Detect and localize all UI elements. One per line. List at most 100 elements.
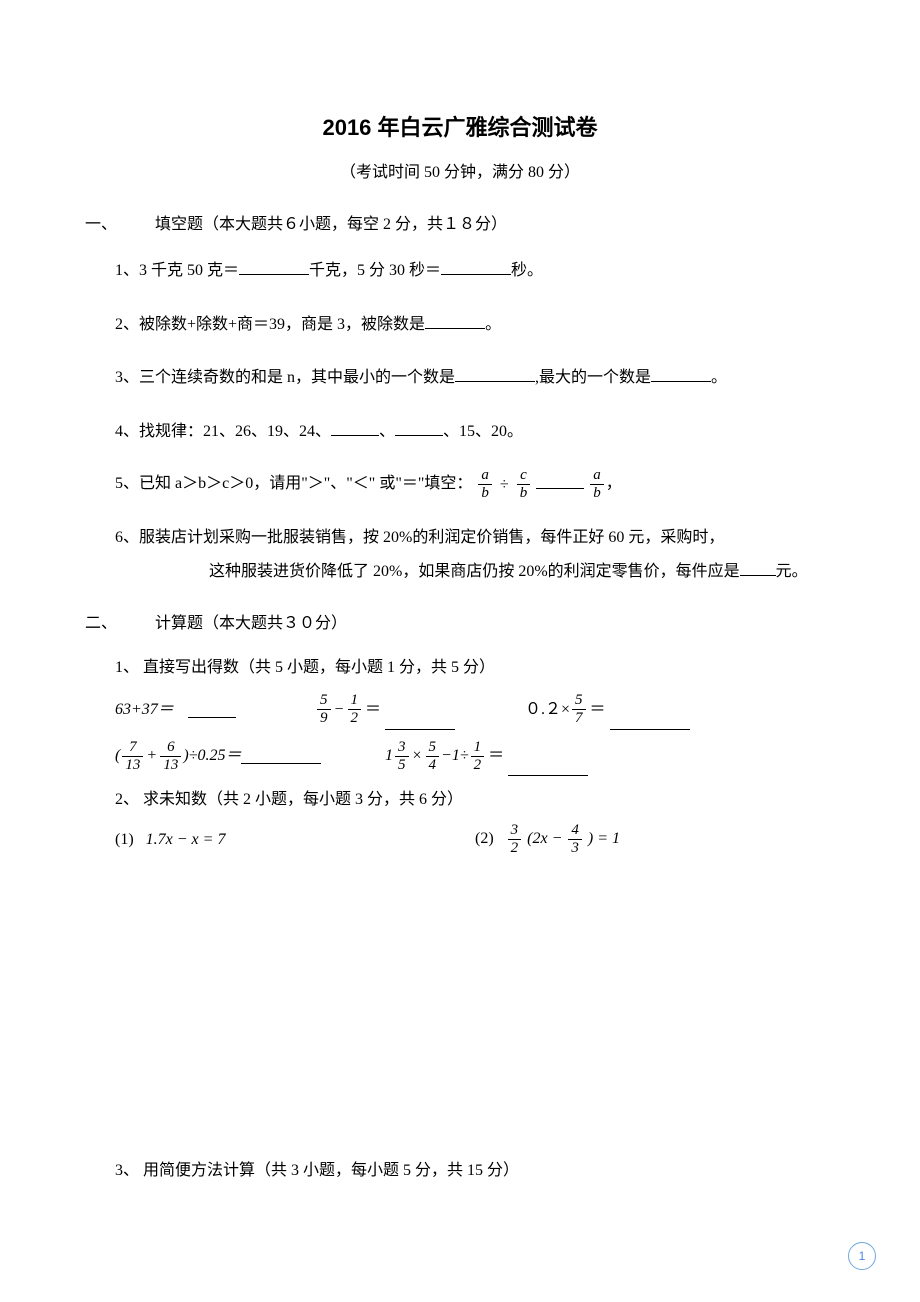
q5-frac-2-num: c <box>517 468 531 485</box>
calc-r2c2-pre: 1 <box>385 737 393 775</box>
section-a-title: 填空题（本大题共６小题，每空 2 分，共１８分） <box>155 210 507 234</box>
calc-r2c2-d3: 2 <box>471 757 485 773</box>
q5-end: ， <box>606 476 622 493</box>
section-b-title: 计算题（本大题共３０分） <box>155 609 347 633</box>
calc-r1c2-d2: 2 <box>348 710 362 726</box>
q2-text-b: 。 <box>485 316 501 333</box>
calc-r2c2-n2: 5 <box>426 740 440 757</box>
section-a-num: 一、 <box>85 210 155 234</box>
calc-r2c2-n3: 1 <box>471 740 485 757</box>
calc-r2c2-op1: × <box>411 737 424 775</box>
calc-r2c2-f3: 1 2 <box>471 740 485 773</box>
calc-r1c2-f2: 1 2 <box>348 693 362 726</box>
equations-row: (1) 1.7x − x = 7 (2) 3 2 (2x − 4 3 ) = 1 <box>115 823 835 856</box>
q5-frac-1-den: b <box>478 485 492 501</box>
calc-r1c1: 63+37＝ <box>115 691 174 729</box>
calc-r1c3-blank[interactable] <box>610 714 690 730</box>
exam-title: 2016 年白云广雅综合测试卷 <box>85 110 835 142</box>
q5-frac-1-num: a <box>478 468 492 485</box>
calc-r2c2-d2: 4 <box>426 757 440 773</box>
q5-blank[interactable] <box>536 473 584 489</box>
calc-r2c1-d1: 13 <box>122 757 143 773</box>
calc-r2c1-f1: 7 13 <box>122 740 143 773</box>
section-b-num: 二、 <box>85 609 155 633</box>
exam-subtitle: （考试时间 50 分钟，满分 80 分） <box>85 158 835 182</box>
q3-text-a: 3、三个连续奇数的和是 n，其中最小的一个数是 <box>115 369 455 386</box>
q3-blank-1[interactable] <box>455 366 535 382</box>
calc-r2c2-d1: 5 <box>395 757 409 773</box>
calc-r1c3-eq: ＝ <box>588 691 608 729</box>
eq2-n2: 4 <box>568 823 582 840</box>
sub-3-header: 3、 用简便方法计算（共 3 小题，每小题 5 分，共 15 分） <box>115 1156 835 1180</box>
q5-frac-2-den: b <box>517 485 531 501</box>
calc-r2c1-f2: 6 13 <box>160 740 181 773</box>
calc-r2c1-lp: ( <box>115 737 120 775</box>
sub-1-header: 1、 直接写出得数（共 5 小题，每小题 1 分，共 5 分） <box>115 653 835 677</box>
page-number: 1 <box>859 1249 866 1263</box>
calc-r2c2-n1: 3 <box>395 740 409 757</box>
q6-text-a: 6、服装店计划采购一批服装销售，按 20%的利润定价销售，每件正好 60 元，采… <box>115 529 724 546</box>
calc-r2c1-n1: 7 <box>122 740 143 757</box>
question-5: 5、已知 a＞b＞c＞0，请用"＞"、"＜" 或"＝"填空： a b ÷ c b… <box>115 468 835 501</box>
calc-r2c1-op: + <box>145 737 158 775</box>
calc-r1c2-eq: ＝ <box>363 691 383 729</box>
question-3: 3、三个连续奇数的和是 n，其中最小的一个数是 ,最大的一个数是 。 <box>115 361 835 395</box>
q1-text-b: 千克，5 分 30 秒＝ <box>309 262 441 279</box>
q1-blank-1[interactable] <box>239 259 309 275</box>
q5-text-a: 5、已知 a＞b＞c＞0，请用"＞"、"＜" 或"＝"填空： <box>115 476 472 493</box>
q5-frac-3: a b <box>590 468 604 501</box>
calc-r1c2-f1: 5 9 <box>317 693 331 726</box>
calc-r2c2-f1: 3 5 <box>395 740 409 773</box>
eq2-d2: 3 <box>568 840 582 856</box>
calc-r2c1-n2: 6 <box>160 740 181 757</box>
q3-text-b: ,最大的一个数是 <box>535 369 651 386</box>
calc-r2c1-d2: 13 <box>160 757 181 773</box>
calc-r2c1-blank[interactable] <box>241 748 321 764</box>
calc-r1c3-den: 7 <box>572 710 586 726</box>
q1-blank-2[interactable] <box>441 259 511 275</box>
eq1-label: (1) <box>115 831 134 848</box>
calc-r1c3-pre: ０.２× <box>525 691 570 729</box>
q1-text-a: 1、3 千克 50 克＝ <box>115 262 239 279</box>
calc-r1c3-f: 5 7 <box>572 693 586 726</box>
page-number-badge: 1 <box>848 1242 876 1270</box>
q3-blank-2[interactable] <box>651 366 711 382</box>
calc-r1c2-d1: 9 <box>317 710 331 726</box>
q4-blank-2[interactable] <box>395 420 443 436</box>
eq2-label: (2) <box>475 831 494 848</box>
q6-blank[interactable] <box>740 560 776 576</box>
q4-blank-1[interactable] <box>331 420 379 436</box>
sub-2-header: 2、 求未知数（共 2 小题，每小题 3 分，共 6 分） <box>115 785 835 809</box>
q6-text-c: 元。 <box>776 563 808 580</box>
calc-r1c2-op: − <box>333 691 346 729</box>
q5-frac-1: a b <box>478 468 492 501</box>
calc-r1c2-n2: 1 <box>348 693 362 710</box>
question-4: 4、找规律：21、26、19、24、、、15、20。 <box>115 415 835 449</box>
question-2: 2、被除数+除数+商＝39，商是 3，被除数是 。 <box>115 308 835 342</box>
eq1-expr: 1.7x − x = 7 <box>146 831 226 848</box>
eq2-n1: 3 <box>508 823 522 840</box>
question-6: 6、服装店计划采购一批服装销售，按 20%的利润定价销售，每件正好 60 元，采… <box>115 521 835 588</box>
calc-r2c2-blank[interactable] <box>508 760 588 776</box>
calc-r2c2-f2: 5 4 <box>426 740 440 773</box>
eq2-mid1: (2x − <box>527 831 562 848</box>
q5-div: ÷ <box>498 476 511 493</box>
q4-text-b: 、 <box>379 423 395 440</box>
calc-r1c1-blank[interactable] <box>188 702 236 718</box>
calc-row-2: ( 7 13 + 6 13 )÷0.25＝ 1 3 5 × 5 4 <box>115 737 835 775</box>
q1-text-c: 秒。 <box>511 262 543 279</box>
eq2-d1: 2 <box>508 840 522 856</box>
q5-frac-3-den: b <box>590 485 604 501</box>
q2-text-a: 2、被除数+除数+商＝39，商是 3，被除数是 <box>115 316 425 333</box>
eq2-frac2: 4 3 <box>568 823 582 856</box>
q3-text-c: 。 <box>711 369 727 386</box>
question-1: 1、3 千克 50 克＝ 千克，5 分 30 秒＝ 秒。 <box>115 254 835 288</box>
calc-r2c2-eq: ＝ <box>486 737 506 775</box>
q4-text-c: 、15、20。 <box>443 423 523 440</box>
calc-r2c1-rp: )÷0.25＝ <box>183 737 241 775</box>
q2-blank[interactable] <box>425 313 485 329</box>
section-b-header: 二、 计算题（本大题共３０分） <box>85 609 835 633</box>
q6-text-b: 这种服装进货价降低了 20%，如果商店仍按 20%的利润定零售价，每件应是 <box>209 563 740 580</box>
calc-r1c2-blank[interactable] <box>385 714 455 730</box>
eq2-mid2: ) = 1 <box>588 831 620 848</box>
